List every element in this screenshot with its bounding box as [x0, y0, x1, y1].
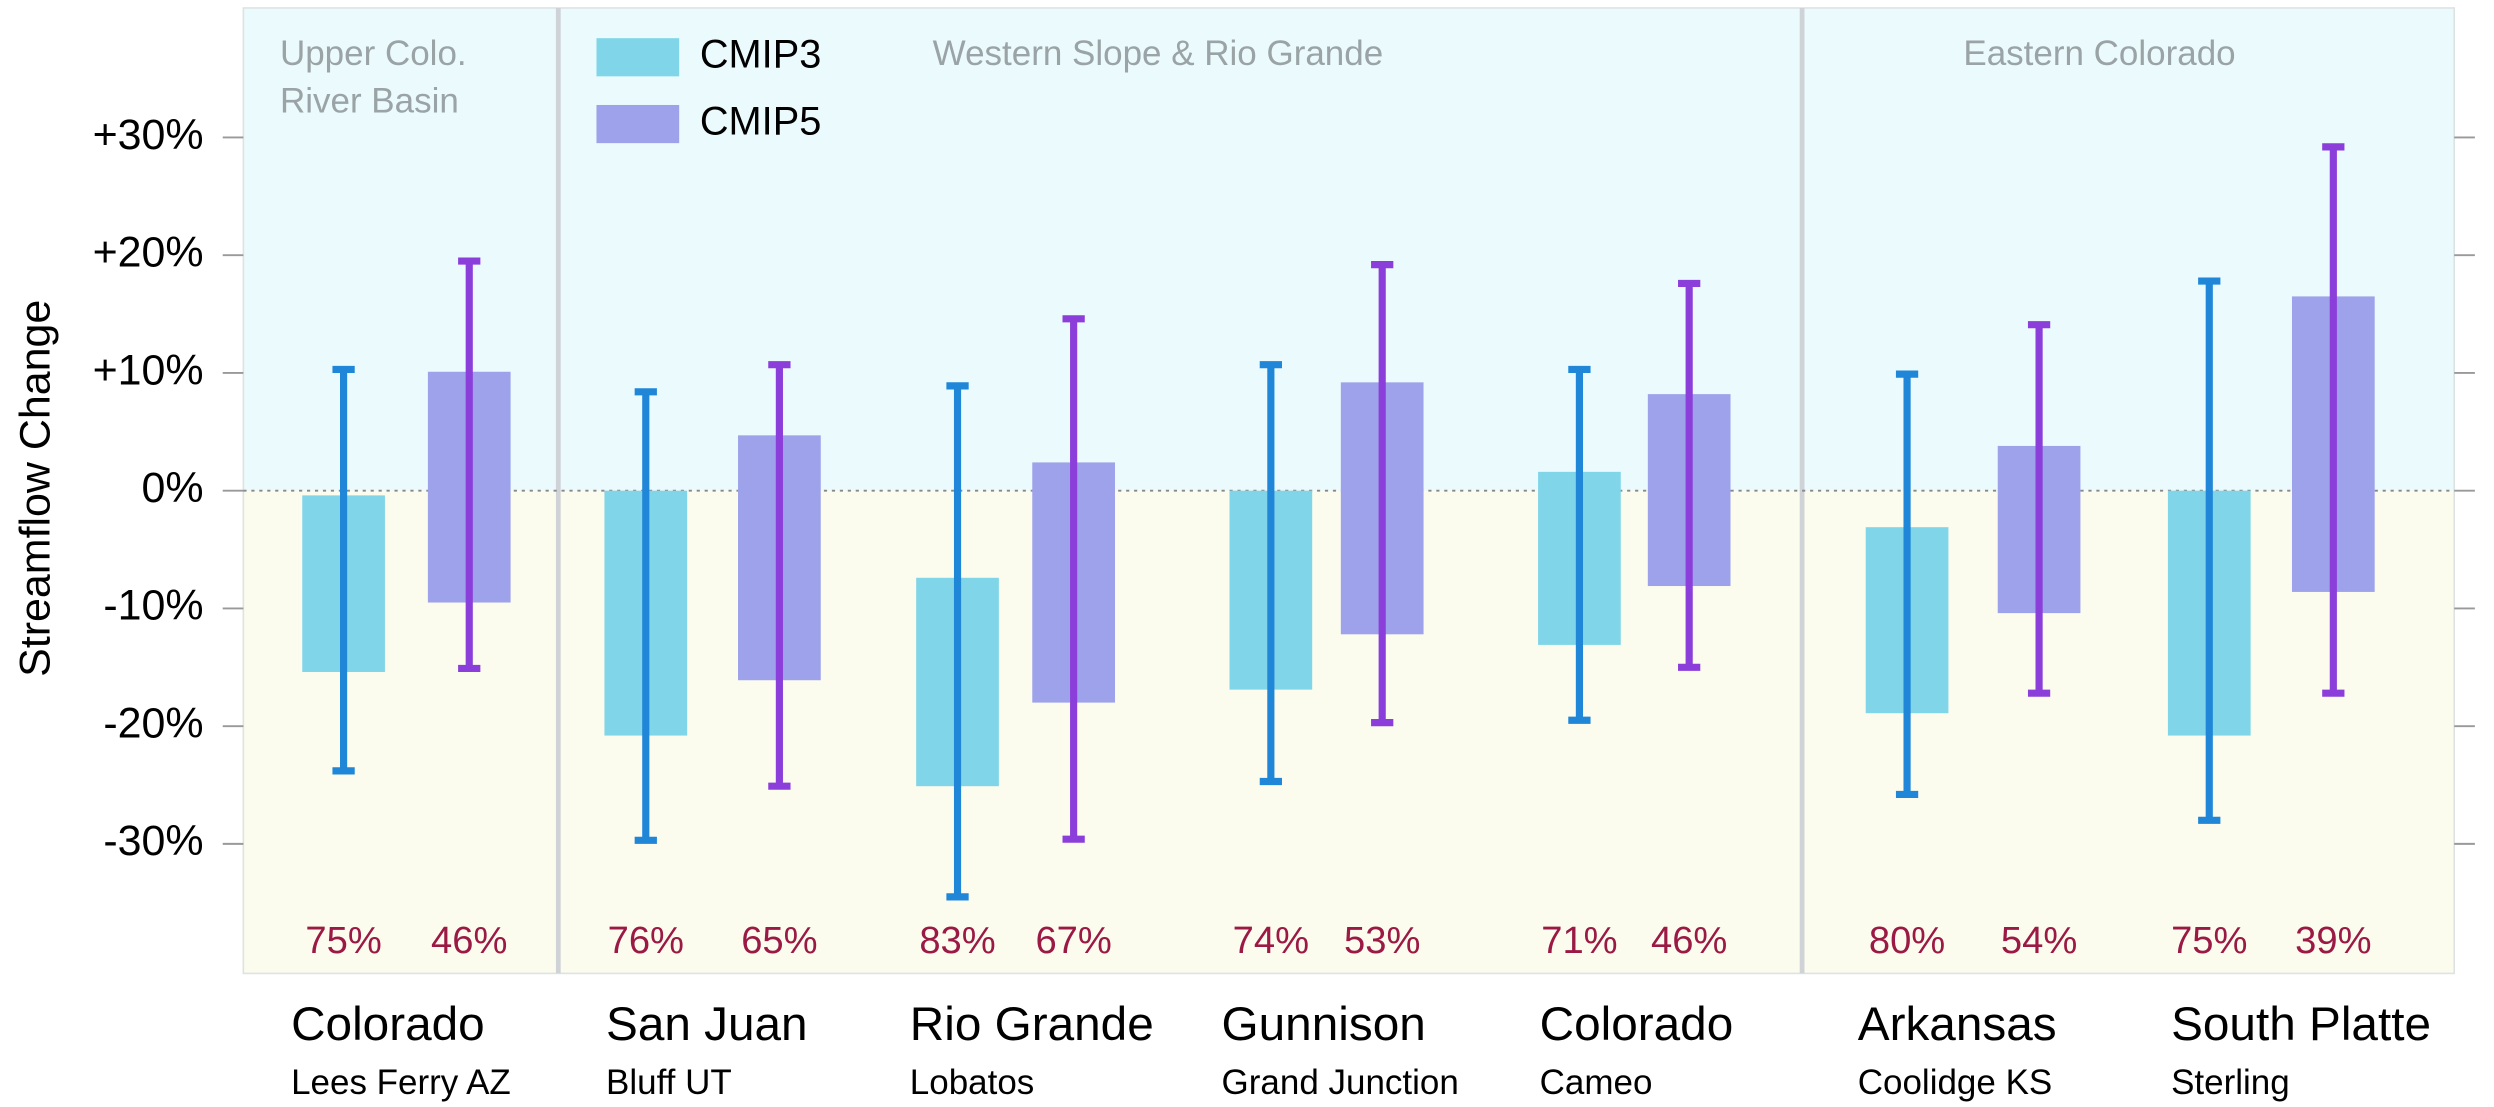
y-axis-label: Streamflow Change — [12, 300, 60, 677]
category-sublabel: Bluff UT — [606, 1063, 732, 1102]
agreement-label: 83% — [919, 919, 995, 962]
agreement-label: 46% — [1651, 919, 1727, 962]
agreement-label: 67% — [1035, 919, 1111, 962]
agreement-label: 65% — [741, 919, 817, 962]
agreement-label: 46% — [431, 919, 507, 962]
category-label: Rio Grande — [910, 998, 1154, 1051]
y-tick-label: +20% — [93, 229, 204, 277]
y-tick-label: 0% — [142, 464, 204, 512]
agreement-label: 39% — [2295, 919, 2371, 962]
category-sublabel: Lobatos — [910, 1063, 1034, 1102]
legend-swatch — [596, 104, 680, 144]
agreement-label: 54% — [2001, 919, 2077, 962]
category-label: Colorado — [291, 998, 485, 1051]
legend-label: CMIP5 — [700, 100, 821, 144]
category-label: Gunnison — [1222, 998, 1426, 1051]
category-label: South Platte — [2171, 998, 2431, 1051]
y-tick-label: +30% — [93, 111, 204, 159]
legend-swatch — [596, 38, 680, 77]
agreement-label: 76% — [608, 919, 684, 962]
region-label: Upper Colo. — [280, 34, 467, 73]
agreement-label: 53% — [1344, 919, 1420, 962]
category-label: Colorado — [1540, 998, 1734, 1051]
legend-label: CMIP3 — [700, 33, 821, 77]
category-sublabel: Lees Ferry AZ — [291, 1063, 511, 1102]
y-tick-label: -30% — [103, 817, 203, 865]
agreement-label: 74% — [1233, 919, 1309, 962]
category-sublabel: Grand Junction — [1222, 1063, 1459, 1102]
y-tick-label: -10% — [103, 582, 203, 630]
category-sublabel: Sterling — [2171, 1063, 2290, 1102]
agreement-label: 75% — [2171, 919, 2247, 962]
agreement-label: 80% — [1869, 919, 1945, 962]
agreement-label: 71% — [1541, 919, 1617, 962]
category-label: Arkansas — [1858, 998, 2057, 1051]
agreement-label: 75% — [305, 919, 381, 962]
region-label: River Basin — [280, 82, 459, 121]
y-tick-label: +10% — [93, 346, 204, 394]
region-label: Eastern Colorado — [1963, 34, 2235, 73]
region-label: Western Slope & Rio Grande — [933, 34, 1384, 73]
y-tick-label: -20% — [103, 699, 203, 747]
category-sublabel: Cameo — [1540, 1063, 1653, 1102]
category-label: San Juan — [606, 998, 808, 1051]
category-sublabel: Coolidge KS — [1858, 1063, 2052, 1102]
